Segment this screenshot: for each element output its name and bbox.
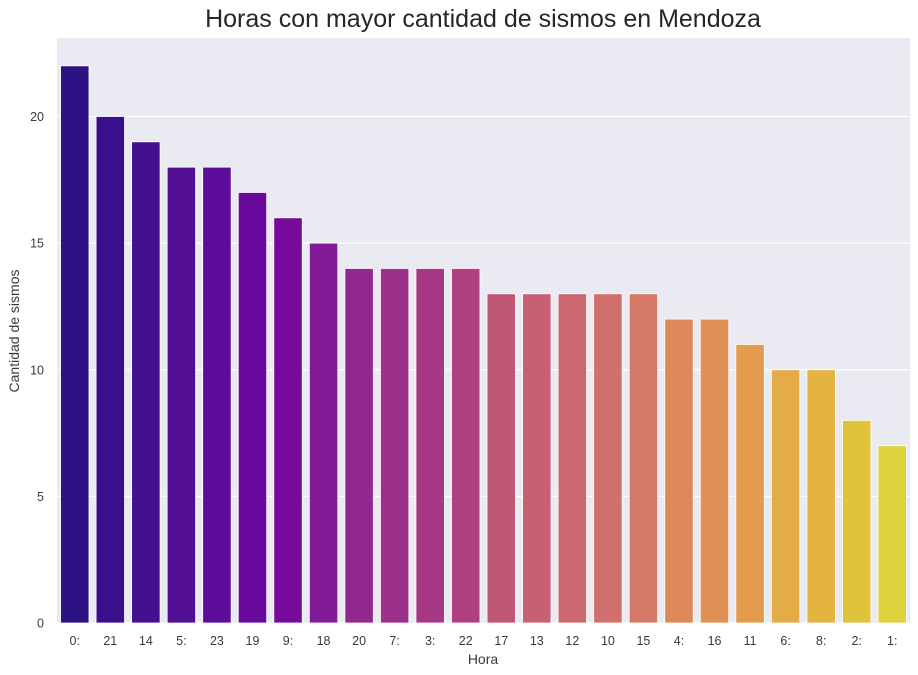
bar [451, 268, 481, 624]
bar [380, 268, 410, 624]
x-tick-labels: 0: 21 14 5: 23 19 9: 18 20 7: 3: 22 17 13 12 10 15 4: 16 11… [70, 634, 898, 648]
bar [664, 318, 694, 624]
x-tick-label: 23 [210, 634, 224, 648]
x-tick-label: 19 [246, 634, 260, 648]
bar [237, 192, 268, 624]
bar [522, 293, 552, 624]
bar [735, 344, 765, 624]
bar [486, 293, 516, 624]
bar [806, 369, 836, 624]
x-tick-label: 12 [565, 634, 579, 648]
bar [131, 141, 161, 624]
bar [166, 166, 197, 624]
y-tick-label: 15 [30, 237, 44, 251]
y-tick-label: 20 [30, 110, 44, 124]
bar [557, 293, 587, 624]
x-tick-label: 17 [494, 634, 508, 648]
y-axis-label: Cantidad de sismos [6, 270, 22, 393]
bars [60, 65, 907, 624]
bar [770, 369, 801, 624]
x-tick-label: 2: [851, 634, 861, 648]
plot-area [57, 38, 910, 623]
x-tick-label: 11 [744, 634, 757, 648]
x-tick-label: 15 [636, 634, 650, 648]
bar [273, 217, 303, 624]
x-tick-label: 14 [139, 634, 153, 648]
x-axis-label: Hora [468, 651, 499, 667]
x-tick-label: 9: [283, 634, 293, 648]
bar [628, 293, 659, 624]
x-tick-label: 22 [459, 634, 473, 648]
x-tick-label: 20 [352, 634, 366, 648]
bar [842, 420, 872, 624]
bar [308, 242, 339, 624]
x-tick-label: 7: [389, 634, 399, 648]
y-tick-label: 10 [30, 363, 44, 377]
y-tick-label: 5 [37, 490, 44, 504]
bar [593, 293, 623, 624]
y-tick-labels: 0 5 10 15 20 [30, 110, 44, 630]
bar [699, 318, 730, 624]
bar [877, 445, 907, 624]
x-tick-label: 13 [530, 634, 544, 648]
x-tick-label: 5: [176, 634, 186, 648]
x-tick-label: 0: [70, 634, 80, 648]
bar [344, 268, 374, 624]
x-tick-label: 3: [425, 634, 435, 648]
x-tick-label: 18 [317, 634, 331, 648]
x-tick-label: 16 [708, 634, 722, 648]
gridlines [57, 115, 910, 624]
bar [95, 116, 125, 624]
x-tick-label: 10 [601, 634, 615, 648]
bar [202, 166, 232, 624]
x-tick-label: 4: [674, 634, 684, 648]
y-tick-label: 0 [37, 617, 44, 631]
bar [60, 65, 90, 624]
x-tick-label: 8: [816, 634, 826, 648]
bar [415, 268, 445, 624]
x-tick-label: 6: [780, 634, 790, 648]
x-tick-label: 21 [103, 634, 117, 648]
chart-title: Horas con mayor cantidad de sismos en Me… [205, 5, 761, 33]
x-tick-label: 1: [887, 634, 897, 648]
